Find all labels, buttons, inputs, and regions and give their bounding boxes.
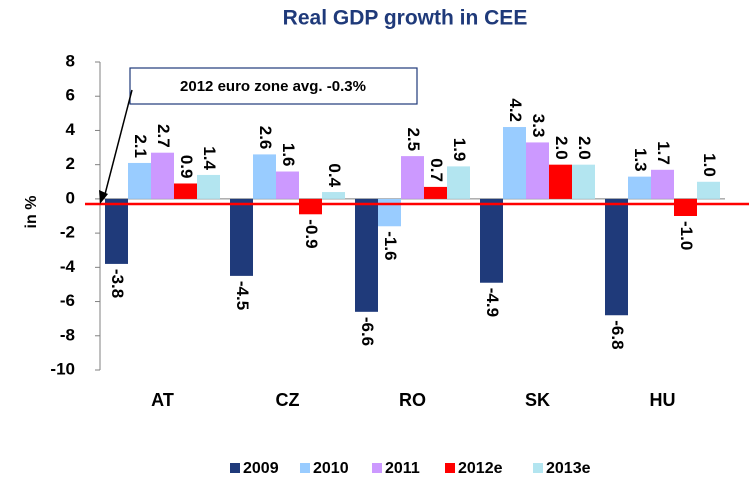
legend-swatch bbox=[445, 463, 455, 473]
data-label: 1.4 bbox=[200, 146, 219, 170]
legend-label: 2009 bbox=[243, 460, 279, 477]
bar bbox=[549, 164, 572, 199]
bar bbox=[628, 176, 651, 199]
data-label: 2.0 bbox=[552, 136, 571, 160]
legend-swatch bbox=[533, 463, 543, 473]
y-tick-label: 0 bbox=[66, 188, 75, 207]
y-tick-label: -4 bbox=[60, 257, 76, 276]
annotation: 2012 euro zone avg. -0.3% bbox=[180, 78, 366, 95]
data-label: 2.0 bbox=[575, 136, 594, 160]
arrow-head bbox=[99, 190, 108, 205]
data-label: -0.9 bbox=[302, 219, 321, 248]
bar bbox=[128, 162, 151, 199]
data-label: 2.6 bbox=[256, 126, 275, 150]
y-tick-label: 8 bbox=[66, 51, 75, 70]
data-label: 0.7 bbox=[427, 158, 446, 182]
bar bbox=[378, 198, 401, 227]
data-label: 0.9 bbox=[177, 155, 196, 179]
bar bbox=[276, 171, 299, 199]
bar bbox=[697, 181, 720, 199]
bar bbox=[355, 198, 378, 312]
legend-swatch bbox=[300, 463, 310, 473]
x-tick-label: AT bbox=[151, 390, 174, 410]
data-label: -6.8 bbox=[608, 320, 627, 349]
bar bbox=[253, 154, 276, 199]
bar bbox=[322, 192, 345, 199]
chart-title: Real GDP growth in CEE bbox=[283, 7, 528, 30]
bar bbox=[674, 198, 697, 216]
data-label: -4.9 bbox=[483, 288, 502, 317]
data-label: 1.9 bbox=[450, 138, 469, 162]
data-label: 1.7 bbox=[654, 141, 673, 165]
data-label: -6.6 bbox=[358, 317, 377, 346]
y-tick-label: 6 bbox=[66, 86, 75, 105]
x-tick-label: SK bbox=[525, 390, 550, 410]
data-label: -4.5 bbox=[233, 281, 252, 310]
legend-label: 2010 bbox=[313, 460, 349, 477]
bar bbox=[424, 186, 447, 199]
bar bbox=[174, 183, 197, 199]
data-label: -1.0 bbox=[677, 221, 696, 250]
x-tick-label: RO bbox=[399, 390, 426, 410]
bar bbox=[299, 198, 322, 215]
data-label: -3.8 bbox=[108, 269, 127, 298]
bar bbox=[105, 198, 128, 264]
y-tick-label: -2 bbox=[60, 223, 75, 242]
data-label: 1.6 bbox=[279, 143, 298, 167]
annotation-box bbox=[129, 67, 418, 105]
legend-label: 2012e bbox=[458, 460, 503, 477]
data-label: -1.6 bbox=[381, 231, 400, 260]
bar bbox=[605, 198, 628, 316]
data-label: 2.7 bbox=[154, 124, 173, 148]
bar bbox=[401, 156, 424, 199]
bar bbox=[503, 127, 526, 199]
legend-label: 2011 bbox=[385, 460, 420, 477]
bar bbox=[526, 142, 549, 199]
data-label: 2.1 bbox=[131, 134, 150, 158]
y-tick-label: -6 bbox=[60, 291, 75, 310]
legend-label: 2013e bbox=[546, 460, 591, 477]
data-label: 4.2 bbox=[506, 98, 525, 122]
x-tick-label: HU bbox=[650, 390, 676, 410]
data-label: 0.4 bbox=[325, 163, 344, 187]
x-tick-label: CZ bbox=[276, 390, 300, 410]
annotation-arrow bbox=[103, 89, 133, 199]
legend-swatch bbox=[230, 463, 240, 473]
y-tick-label: -10 bbox=[50, 359, 75, 378]
y-axis-label: in % bbox=[23, 196, 40, 229]
data-label: 1.0 bbox=[700, 153, 719, 177]
y-tick-label: -8 bbox=[60, 325, 75, 344]
y-tick-label: 2 bbox=[66, 154, 75, 173]
bar bbox=[197, 174, 220, 199]
bar bbox=[651, 169, 674, 199]
data-label: 2.5 bbox=[404, 127, 423, 151]
bar bbox=[151, 152, 174, 199]
bar bbox=[447, 166, 470, 199]
data-label: 1.3 bbox=[631, 148, 650, 172]
bar bbox=[480, 198, 503, 283]
data-label: 3.3 bbox=[529, 114, 548, 138]
bar bbox=[230, 198, 253, 276]
legend-swatch bbox=[372, 463, 382, 473]
y-tick-label: 4 bbox=[66, 120, 76, 139]
bar bbox=[572, 164, 595, 199]
